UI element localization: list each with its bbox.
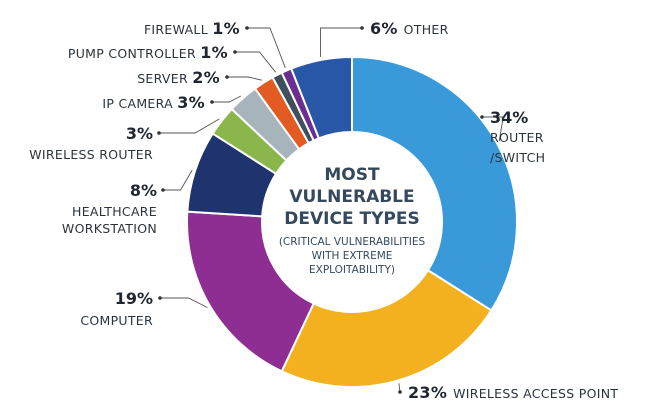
label-name: FIREWALL [144,22,212,37]
label-name: IP CAMERA [102,96,177,111]
label-pct: 1% [212,19,240,38]
leader-line [482,116,504,142]
label-pct: 34% [490,108,528,127]
slice-label: 23% WIRELESS ACCESS POINT [408,383,618,402]
subtitle-line: (CRITICAL VULNERABILITIES [279,236,426,248]
label-pct: 2% [192,68,220,87]
leader-line [235,51,277,73]
label-name: OTHER [404,22,449,37]
leader-line [320,27,362,57]
leader-line [159,118,220,134]
slice-label: PUMP CONTROLLER 1% [68,43,228,62]
label-name: /SWITCH [490,150,545,165]
leader-line [227,76,263,81]
label-pct: 6% [370,19,404,38]
label-name: WIRELESS ROUTER [29,147,153,162]
leader-dot [360,26,364,30]
label-name: COMPUTER [80,313,153,328]
label-pct: 23% [408,383,453,402]
slice-router-switch [351,55,518,312]
label-pct: 19% [115,289,153,308]
label-name: ROUTER [490,130,544,145]
subtitle-line: EXPLOITABILITY) [309,264,395,276]
slice-computer [186,210,316,373]
label-name: WORKSTATION [62,221,157,236]
label-name: HEALTHCARE [72,204,157,219]
slice-label: 6% OTHER [370,19,449,38]
leader-dot [398,390,402,394]
title-line: MOST [324,165,380,185]
slice-label: SERVER 2% [137,68,220,87]
leader-dot [225,75,229,79]
label-pct: 1% [200,43,228,62]
leader-line [212,95,242,103]
leader-line [163,169,193,191]
subtitle-line: WITH EXTREME [312,250,393,262]
center-title: MOST VULNERABLE DEVICE TYPES (CRITICAL V… [279,165,426,276]
slice-wireless-access-point [280,268,493,388]
leader-line [160,297,208,308]
leader-dot [480,115,484,119]
label-pct: 3% [177,93,205,112]
label-name: SERVER [137,71,192,86]
leader-dot [233,50,237,54]
slice-other [289,55,353,140]
leader-dot [157,131,161,135]
slice-label: FIREWALL 1% [144,19,240,38]
leader-dot [158,296,162,300]
label-pct: 8% [130,181,157,200]
leader-dot [161,188,165,192]
slice-label: IP CAMERA 3% [102,93,205,112]
leader-dot [210,100,214,104]
title-line: VULNERABLE [289,187,414,207]
label-name: PUMP CONTROLLER [68,46,200,61]
leader-dot [245,26,249,30]
label-name: WIRELESS ACCESS POINT [453,386,618,401]
label-pct: 3% [126,124,153,143]
leader-line [247,27,286,68]
title-line: DEVICE TYPES [284,209,419,229]
